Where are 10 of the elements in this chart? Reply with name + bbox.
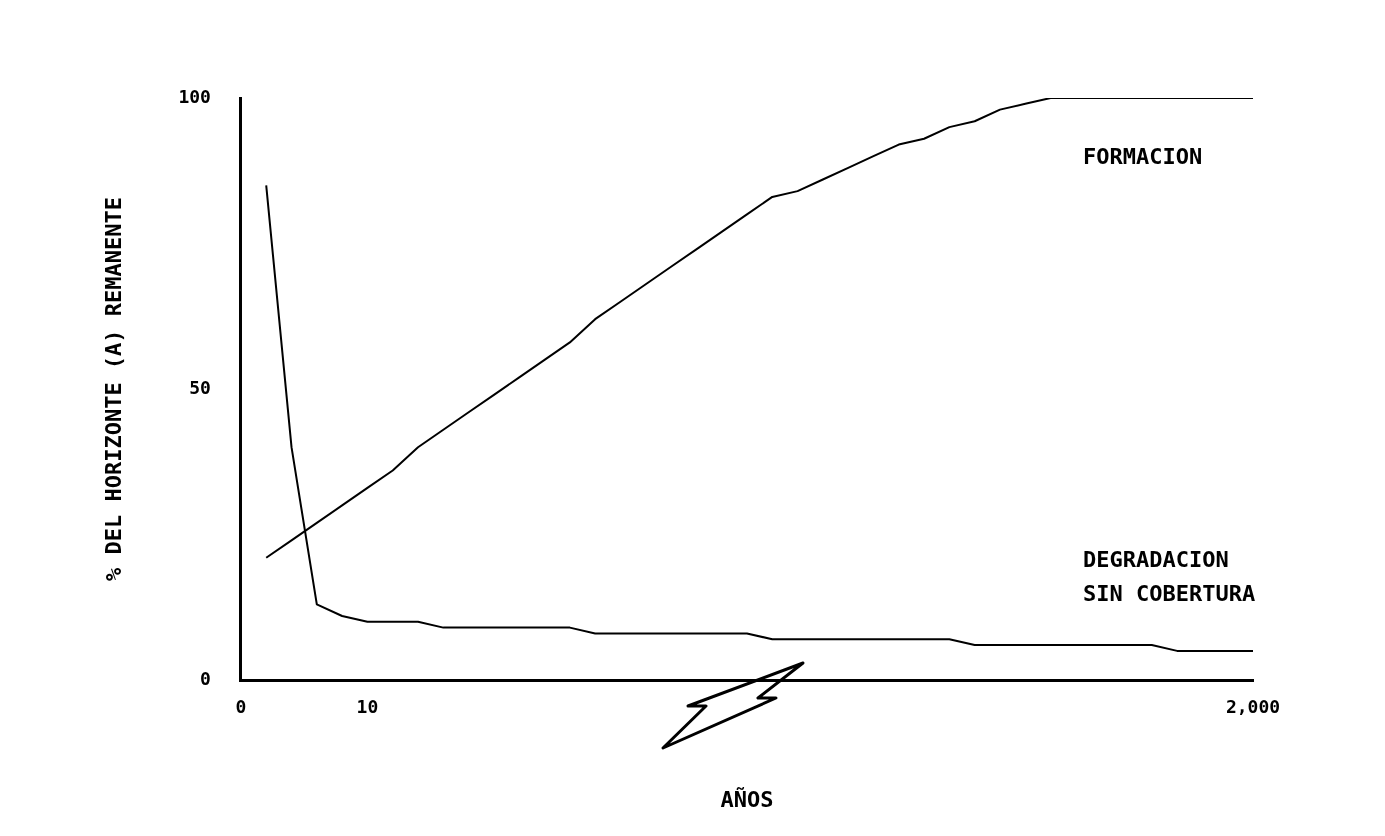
y-tick-label: 0 bbox=[200, 667, 211, 689]
y-tick-label: 50 bbox=[189, 376, 211, 398]
text: FORMACION bbox=[1083, 143, 1203, 169]
series-label: DEGRADACION SIN COBERTURA bbox=[1083, 546, 1256, 606]
x-tick-label: 2,000 bbox=[1225, 696, 1281, 718]
y-axis-title: % DEL HORIZONTE (A) REMANENTE bbox=[100, 196, 126, 582]
x-tick-label: 0 bbox=[235, 696, 247, 718]
x-axis-title: AÑOS bbox=[720, 786, 774, 812]
y-tick-label: 100 bbox=[178, 85, 211, 107]
x-tick-label: 10 bbox=[356, 696, 379, 718]
